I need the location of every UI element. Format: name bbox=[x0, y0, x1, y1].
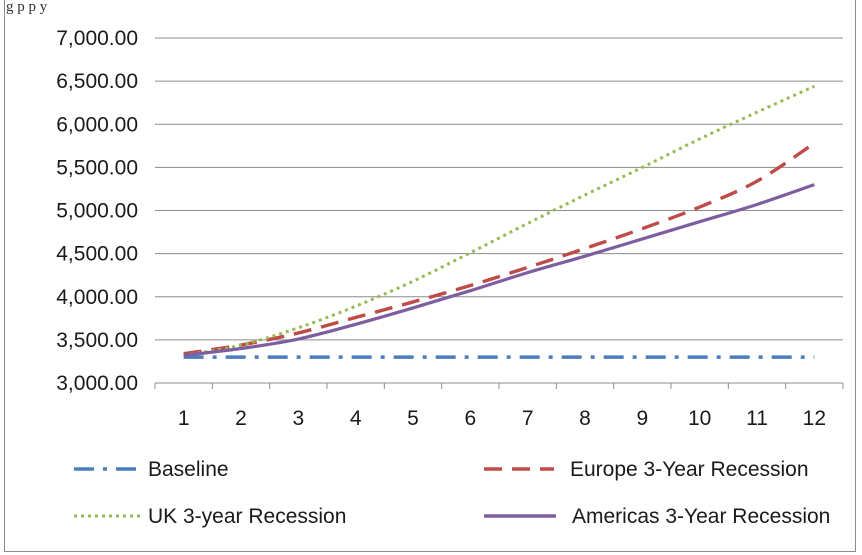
y-tick-label: 3,500.00 bbox=[56, 329, 138, 352]
series-line-3 bbox=[183, 183, 815, 357]
series-layer bbox=[183, 84, 816, 359]
legend-label-1: Europe 3-Year Recession bbox=[570, 458, 809, 481]
x-tick-label: 10 bbox=[688, 407, 711, 430]
x-tick-label: 12 bbox=[803, 407, 826, 430]
x-tick-label: 6 bbox=[464, 407, 476, 430]
x-tick-label: 9 bbox=[636, 407, 648, 430]
series-line-1 bbox=[183, 141, 816, 356]
x-tick-label: 4 bbox=[350, 407, 362, 430]
chart-frame bbox=[4, 0, 856, 552]
legend: Baseline Europe 3-Year Recession UK 3-year… bbox=[74, 458, 830, 528]
x-tick-label: 3 bbox=[292, 407, 304, 430]
y-tick-label: 6,000.00 bbox=[56, 113, 138, 136]
y-tick-label: 5,500.00 bbox=[56, 156, 138, 179]
x-tick-label: 2 bbox=[235, 407, 247, 430]
legend-label-3: Americas 3-Year Recession bbox=[572, 505, 830, 528]
y-tick-label: 4,000.00 bbox=[56, 286, 138, 309]
x-tick-label: 5 bbox=[407, 407, 419, 430]
series-line-2 bbox=[183, 84, 815, 357]
y-tick-label: 5,000.00 bbox=[56, 200, 138, 223]
x-tick-label: 1 bbox=[178, 407, 190, 430]
cropped-caption: g p p y bbox=[6, 0, 48, 15]
x-tick-label: 7 bbox=[522, 407, 534, 430]
y-tick-label: 3,000.00 bbox=[56, 372, 138, 395]
x-tick-label: 11 bbox=[746, 407, 768, 430]
legend-label-2: UK 3-year Recession bbox=[148, 505, 346, 528]
y-tick-label: 4,500.00 bbox=[56, 243, 138, 266]
y-tick-label: 6,500.00 bbox=[56, 70, 138, 93]
y-tick-label: 7,000.00 bbox=[56, 27, 138, 50]
axis-layer: 3,000.00 3,500.00 4,000.00 4,500.00 5,000.00… bbox=[56, 27, 844, 430]
legend-label-0: Baseline bbox=[148, 458, 229, 481]
x-tick-label: 8 bbox=[579, 407, 591, 430]
